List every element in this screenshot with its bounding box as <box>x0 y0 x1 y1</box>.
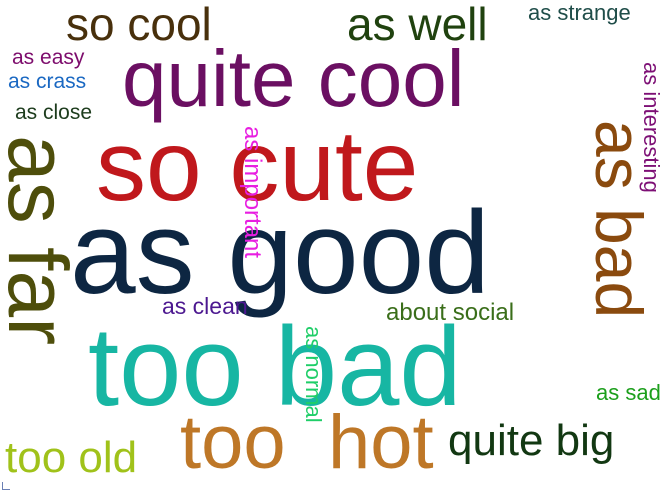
word-as-strange: as strange <box>528 0 631 25</box>
word-hot: hot <box>328 400 434 485</box>
word-as-well: as well <box>347 0 488 50</box>
word-as-normal: as normal <box>301 326 326 423</box>
word-as-bad: as bad <box>582 120 656 318</box>
word-quite-cool: quite cool <box>122 34 464 123</box>
word-too: too <box>180 400 286 485</box>
word-too-bad: too bad <box>88 304 462 429</box>
word-as-important: as important <box>239 126 266 258</box>
word-as-crass: as crass <box>8 70 86 93</box>
word-as-close: as close <box>15 101 92 124</box>
word-as-easy: as easy <box>12 46 85 69</box>
word-about-social: about social <box>386 299 514 326</box>
word-as-far: as far <box>0 135 85 345</box>
word-as-sad: as sad <box>596 380 661 405</box>
word-too-old: too old <box>5 433 137 482</box>
word-so-cool: so cool <box>66 0 212 50</box>
word-quite-big: quite big <box>448 416 614 465</box>
corner-mark <box>2 482 10 490</box>
word-as-good: as good <box>70 187 490 319</box>
word-so-cute: so cute <box>96 110 418 222</box>
word-as-interesting: as interesting <box>639 62 664 193</box>
word-as-clean: as clean <box>162 293 248 319</box>
